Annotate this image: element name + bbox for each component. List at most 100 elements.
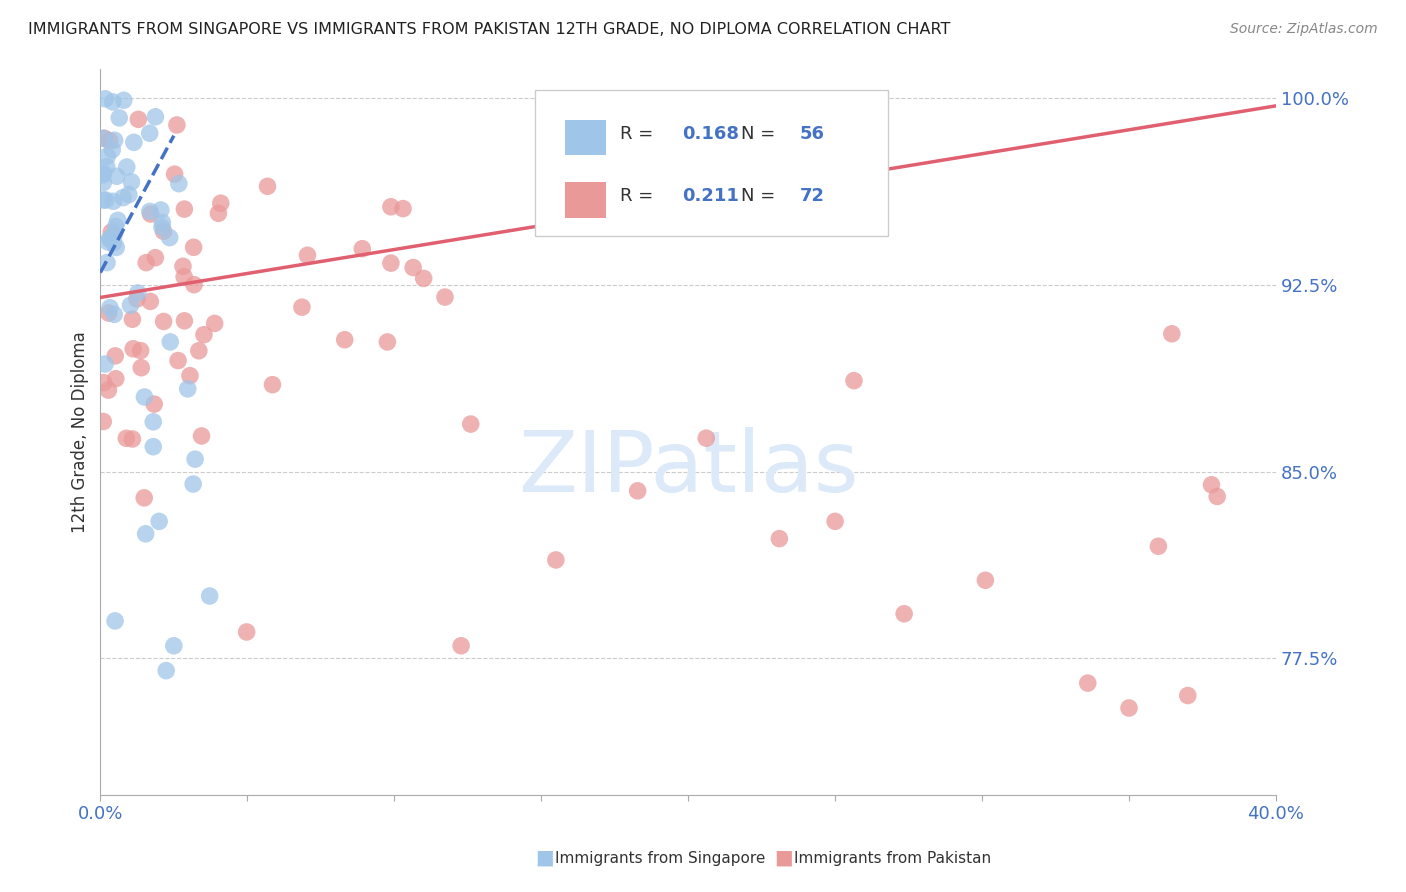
Point xyxy=(460,417,482,431)
FancyBboxPatch shape xyxy=(536,90,889,235)
Point xyxy=(163,167,186,181)
Point xyxy=(380,256,402,270)
Point xyxy=(142,415,165,429)
FancyBboxPatch shape xyxy=(565,182,606,218)
Point xyxy=(125,292,148,306)
Point xyxy=(91,193,114,207)
Point xyxy=(98,231,121,245)
Point xyxy=(104,372,127,386)
Point xyxy=(173,314,195,328)
Point xyxy=(159,230,181,244)
Point xyxy=(127,112,149,127)
Point xyxy=(824,514,846,528)
Text: ▪: ▪ xyxy=(534,844,555,872)
Point xyxy=(291,300,314,314)
Point xyxy=(768,532,790,546)
Point xyxy=(104,133,127,147)
Point xyxy=(135,255,157,269)
Text: 72: 72 xyxy=(800,186,825,204)
Text: R =: R = xyxy=(620,125,659,144)
Point xyxy=(96,160,118,174)
Point xyxy=(91,166,114,180)
Point xyxy=(173,269,195,284)
Point xyxy=(190,429,212,443)
Point xyxy=(198,589,221,603)
Point xyxy=(134,491,156,505)
Point xyxy=(193,327,215,342)
Point xyxy=(1206,490,1229,504)
Point xyxy=(150,220,173,235)
Point xyxy=(148,514,170,528)
Point xyxy=(377,334,399,349)
Point xyxy=(163,639,186,653)
Point xyxy=(96,149,118,163)
Text: 56: 56 xyxy=(800,125,825,144)
Point xyxy=(173,202,195,216)
Point xyxy=(104,219,127,234)
Point xyxy=(138,126,160,140)
Point xyxy=(98,301,121,315)
Point xyxy=(103,307,125,321)
Text: ZIPatlas: ZIPatlas xyxy=(517,426,859,509)
Point xyxy=(172,260,194,274)
Point xyxy=(100,225,122,239)
Point xyxy=(118,187,141,202)
Point xyxy=(104,349,127,363)
Point xyxy=(412,271,434,285)
Point xyxy=(97,306,120,320)
Point xyxy=(177,382,200,396)
Point xyxy=(129,343,152,358)
Point xyxy=(166,118,188,132)
Point xyxy=(145,251,167,265)
Point xyxy=(842,374,865,388)
Text: IMMIGRANTS FROM SINGAPORE VS IMMIGRANTS FROM PAKISTAN 12TH GRADE, NO DIPLOMA COR: IMMIGRANTS FROM SINGAPORE VS IMMIGRANTS … xyxy=(28,22,950,37)
Point xyxy=(204,317,226,331)
Point xyxy=(98,232,121,246)
Point xyxy=(183,240,205,254)
Point xyxy=(1201,477,1223,491)
Point xyxy=(544,553,567,567)
Point xyxy=(97,383,120,397)
Point xyxy=(122,136,145,150)
Point xyxy=(91,131,114,145)
Point xyxy=(139,204,162,219)
Point xyxy=(183,277,205,292)
Point xyxy=(392,202,415,216)
Point xyxy=(98,134,121,148)
Point xyxy=(333,333,356,347)
Point xyxy=(94,357,117,371)
Text: 0.211: 0.211 xyxy=(682,186,740,204)
Text: Immigrants from Pakistan: Immigrants from Pakistan xyxy=(794,851,991,865)
Point xyxy=(450,639,472,653)
Point xyxy=(135,526,157,541)
Point xyxy=(101,95,124,109)
Point xyxy=(112,191,135,205)
Point xyxy=(1118,701,1140,715)
Point xyxy=(105,169,128,184)
Point xyxy=(297,248,319,262)
Point xyxy=(94,193,117,207)
Point xyxy=(235,624,257,639)
Point xyxy=(433,290,456,304)
Point xyxy=(104,614,127,628)
Point xyxy=(974,574,997,588)
Point xyxy=(103,235,125,250)
Point xyxy=(179,368,201,383)
Point xyxy=(139,207,162,221)
Point xyxy=(402,260,425,275)
Point xyxy=(115,160,138,174)
Point xyxy=(96,255,118,269)
Point xyxy=(167,177,190,191)
Point xyxy=(94,92,117,106)
Point xyxy=(352,242,374,256)
Point xyxy=(207,206,229,220)
Point xyxy=(152,314,174,328)
Text: R =: R = xyxy=(620,186,659,204)
Point xyxy=(112,93,135,107)
Point xyxy=(120,298,142,312)
Point xyxy=(209,196,232,211)
Point xyxy=(139,294,162,309)
Point xyxy=(142,440,165,454)
Point xyxy=(121,175,143,189)
Text: ▪: ▪ xyxy=(773,844,794,872)
